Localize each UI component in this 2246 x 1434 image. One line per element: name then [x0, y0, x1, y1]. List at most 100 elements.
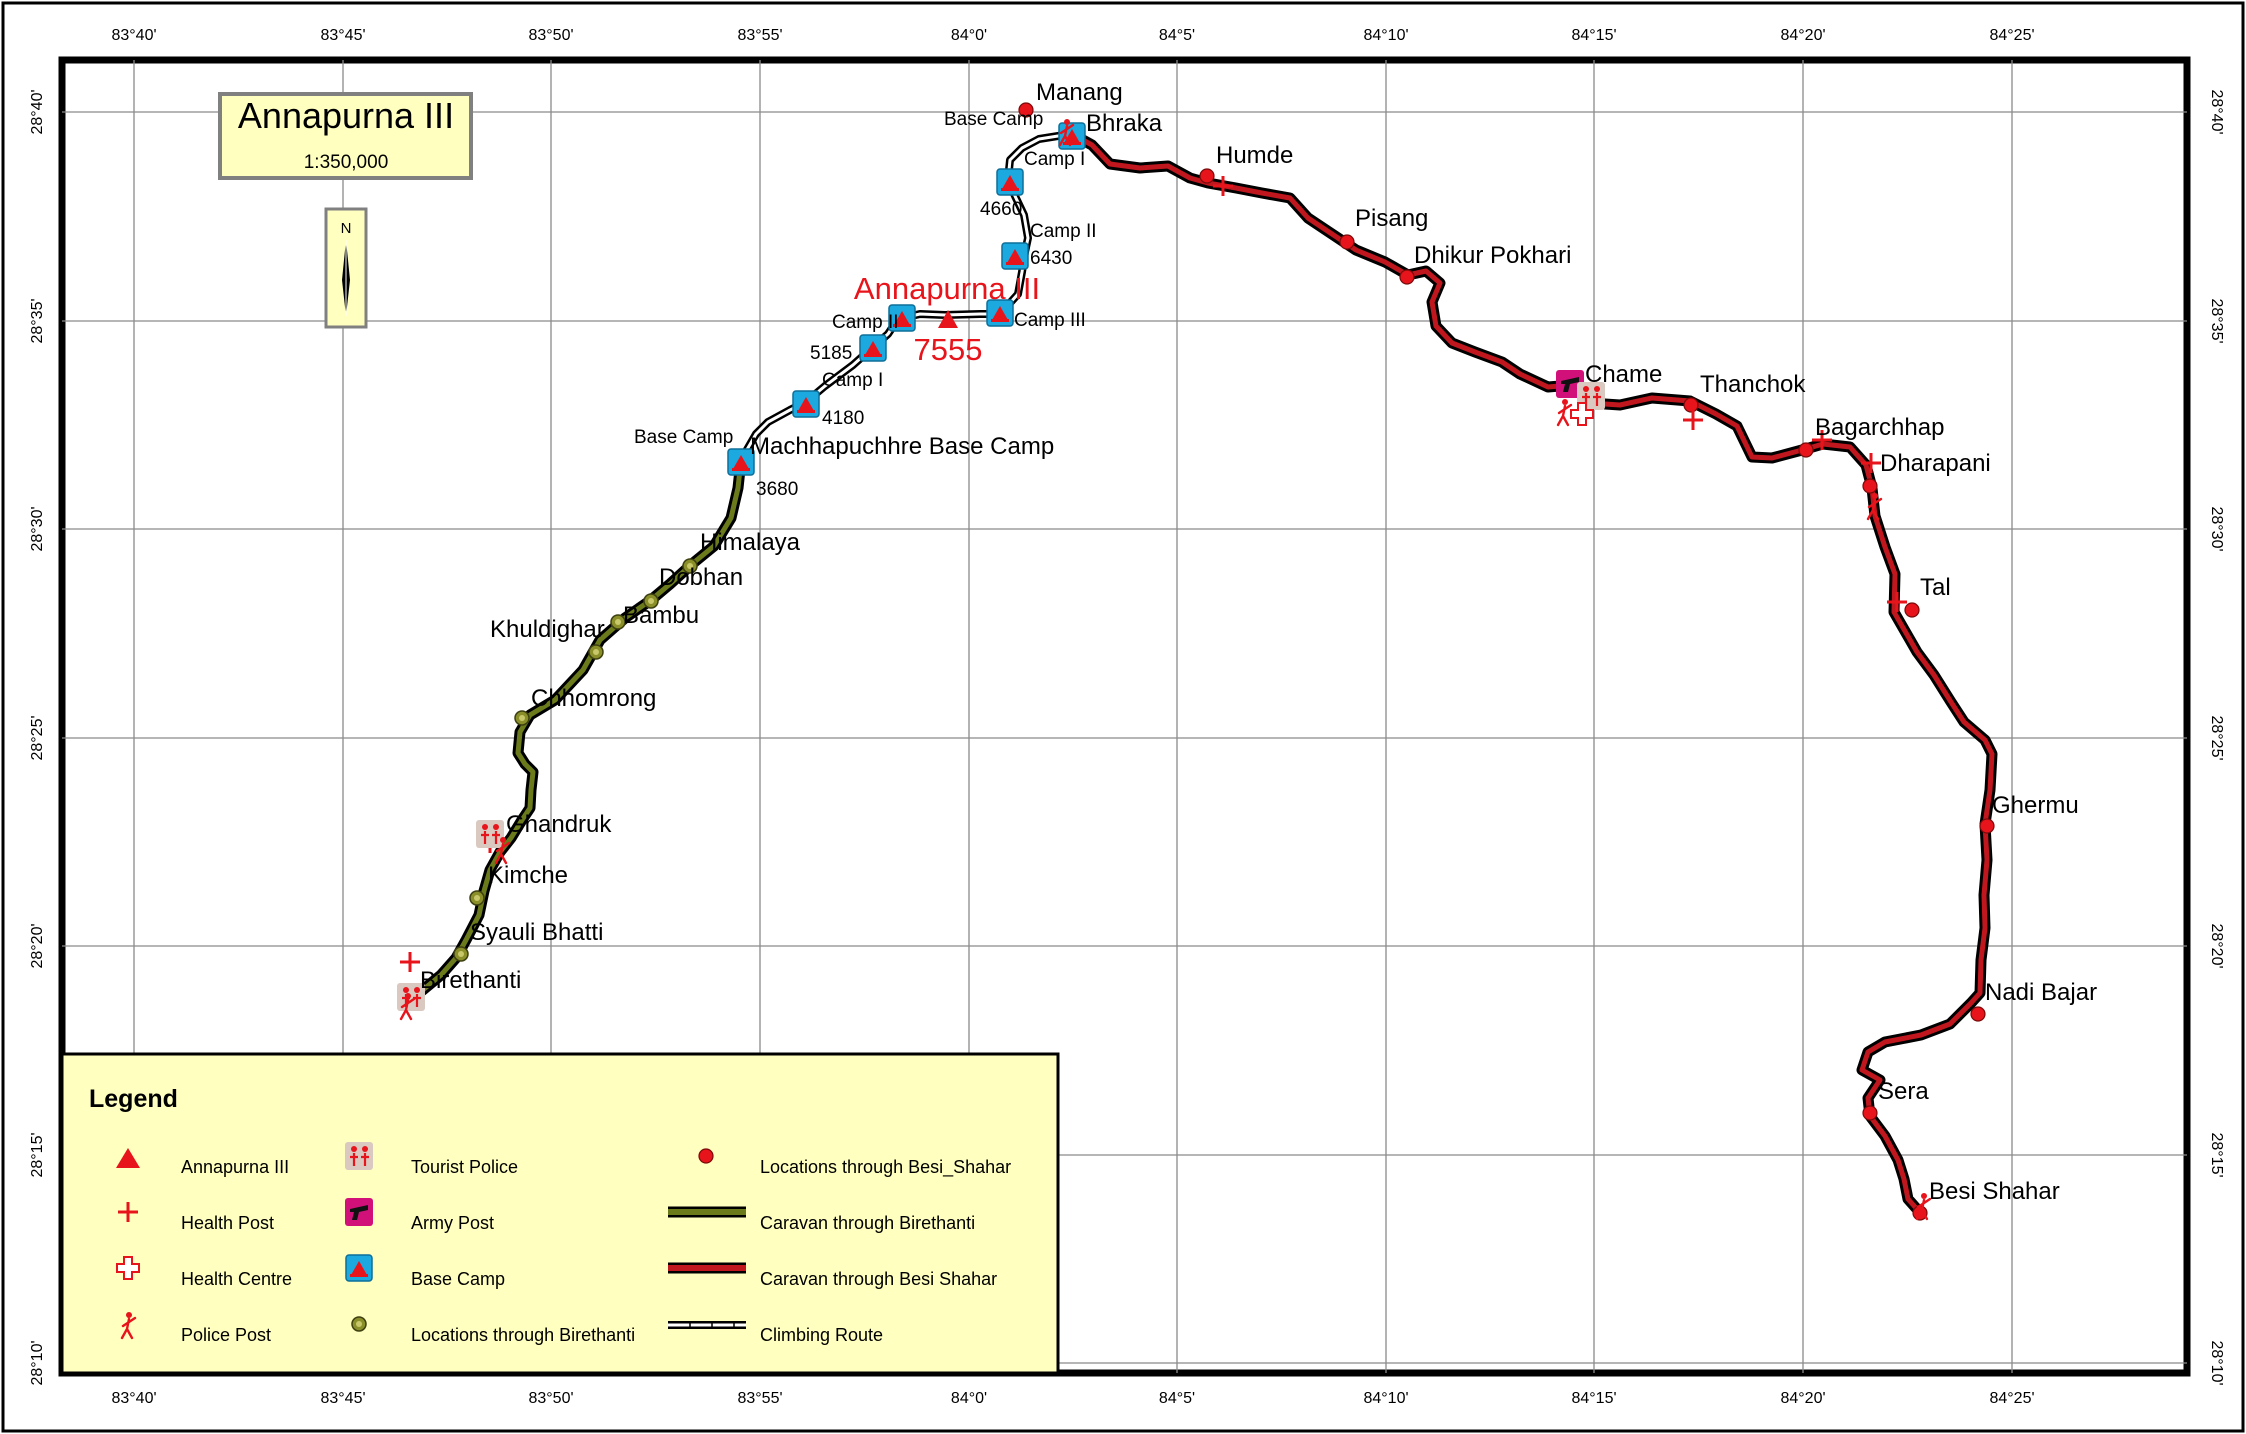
location-label: Thanchok	[1700, 371, 1806, 398]
bottom-axis-label: 83°50'	[528, 1390, 573, 1407]
right-axis-label: 28°15'	[2208, 1132, 2225, 1177]
legend: Legend Annapurna III Health Post Health …	[60, 1052, 1060, 1375]
legend-label: Health Centre	[181, 1269, 292, 1289]
location-label: Machhapuchhre Base Camp	[750, 433, 1054, 460]
legend-label: Caravan through Besi Shahar	[760, 1269, 997, 1289]
left-axis-labels: 28°40' 28°35' 28°30' 28°25' 28°20' 28°15…	[29, 89, 46, 1385]
top-axis-label: 84°15'	[1571, 27, 1616, 44]
top-axis-label: 83°55'	[737, 27, 782, 44]
birethanti-route	[404, 454, 747, 1006]
left-axis-label: 28°20'	[29, 923, 46, 968]
location-label: Khuldighar	[490, 616, 605, 643]
location-label: Dharapani	[1880, 450, 1991, 477]
top-axis-label: 84°20'	[1780, 27, 1825, 44]
besi-location-dot-icon	[1979, 818, 1995, 834]
camp-elevation: 6430	[1030, 248, 1072, 269]
legend-label: Health Post	[181, 1213, 274, 1233]
legend-label: Base Camp	[411, 1269, 505, 1289]
peak-triangle-icon	[938, 310, 958, 328]
location-label: Ghandruk	[506, 811, 612, 838]
map-scale: 1:350,000	[304, 152, 389, 173]
tourist-police-icon	[474, 818, 506, 850]
legend-label: Caravan through Birethanti	[760, 1213, 975, 1233]
location-label: Bagarchhap	[1815, 414, 1944, 441]
location-label: Sera	[1878, 1078, 1929, 1105]
legend-title: Legend	[89, 1085, 178, 1113]
climbing-route-line-icon	[668, 1321, 746, 1329]
camp-label: Camp II	[1030, 221, 1097, 242]
bottom-axis-label: 84°5'	[1159, 1390, 1195, 1407]
besi-location-dot-icon	[1862, 1105, 1878, 1121]
right-axis-label: 28°20'	[2208, 923, 2225, 968]
legend-label: Annapurna III	[181, 1157, 289, 1177]
besi-location-dot-icon	[1339, 234, 1355, 250]
bottom-axis-label: 84°15'	[1571, 1390, 1616, 1407]
location-label: Chhomrong	[531, 685, 656, 712]
location-label: Humde	[1216, 142, 1293, 169]
besi-location-dot-icon	[1199, 168, 1215, 184]
left-axis-label: 28°25'	[29, 715, 46, 760]
camp-label: Camp III	[1014, 310, 1086, 331]
besi-location-dot-icon	[1798, 442, 1814, 458]
location-label: Birethanti	[420, 967, 521, 994]
location-label: Bhraka	[1086, 110, 1163, 137]
left-axis-label: 28°35'	[29, 298, 46, 343]
besi-location-dot-icon	[1862, 478, 1878, 494]
birethanti-location-dot-icon	[514, 710, 530, 726]
right-axis-label: 28°10'	[2208, 1340, 2225, 1385]
birethanti-location-dot-icon	[351, 1316, 367, 1332]
base-camp-icon	[1001, 242, 1029, 270]
bottom-axis-label: 84°10'	[1363, 1390, 1408, 1407]
base-camp-icon	[996, 168, 1024, 196]
top-axis-label: 84°10'	[1363, 27, 1408, 44]
camp-elevation: 3680	[756, 479, 798, 500]
besi-location-dot-icon	[1904, 602, 1920, 618]
location-label: Ghermu	[1992, 792, 2079, 819]
right-axis-label: 28°30'	[2208, 506, 2225, 551]
camp-label: Base Camp	[634, 427, 733, 448]
right-axis-label: 28°35'	[2208, 298, 2225, 343]
left-axis-label: 28°15'	[29, 1132, 46, 1177]
tourist-police-icon	[343, 1140, 375, 1172]
base-camp-icon	[792, 390, 820, 418]
base-camp-icon	[859, 334, 887, 362]
camp-label: Camp I	[1024, 149, 1085, 170]
location-label: Syauli Bhatti	[470, 919, 603, 946]
location-label: Pisang	[1355, 205, 1428, 232]
location-label: Besi Shahar	[1929, 1178, 2060, 1205]
location-label: Bambu	[623, 602, 699, 629]
left-axis-label: 28°10'	[29, 1340, 46, 1385]
location-label: Chame	[1585, 361, 1662, 388]
right-axis-label: 28°40'	[2208, 89, 2225, 134]
location-label: Manang	[1036, 79, 1123, 106]
besi-location-dot-icon	[1683, 397, 1699, 413]
peak-triangle-icon	[116, 1148, 140, 1168]
bottom-axis-label: 83°40'	[111, 1390, 156, 1407]
top-axis-label: 83°40'	[111, 27, 156, 44]
location-label: Dobhan	[659, 564, 743, 591]
north-arrow: N	[324, 207, 368, 329]
top-axis-labels: 83°40' 83°45' 83°50' 83°55' 84°0' 84°5' …	[111, 27, 2034, 44]
peak-marker: Annapurna III 7555	[854, 271, 1040, 367]
bottom-axis-label: 84°20'	[1780, 1390, 1825, 1407]
birethanti-location-dot-icon	[469, 890, 485, 906]
camp-label: Camp II	[832, 312, 899, 333]
camp-label: Camp I	[822, 370, 883, 391]
bottom-axis-label: 83°45'	[320, 1390, 365, 1407]
besi-location-dot-icon	[1399, 269, 1415, 285]
legend-label: Locations through Birethanti	[411, 1325, 635, 1345]
besi-location-dot-icon	[1970, 1006, 1986, 1022]
location-label: Nadi Bajar	[1985, 979, 2097, 1006]
location-label: Himalaya	[700, 529, 801, 556]
peak-name: Annapurna III	[854, 271, 1040, 306]
top-axis-label: 84°0'	[951, 27, 987, 44]
bottom-axis-label: 84°0'	[951, 1390, 987, 1407]
camp-elevation: 4660	[980, 199, 1022, 220]
birethanti-location-dot-icon	[453, 946, 469, 962]
top-axis-label: 83°45'	[320, 27, 365, 44]
right-axis-labels: 28°40' 28°35' 28°30' 28°25' 28°20' 28°15…	[2208, 89, 2225, 1385]
bottom-axis-label: 84°25'	[1989, 1390, 2034, 1407]
legend-label: Locations through Besi_Shahar	[760, 1157, 1011, 1178]
legend-label: Army Post	[411, 1213, 494, 1233]
